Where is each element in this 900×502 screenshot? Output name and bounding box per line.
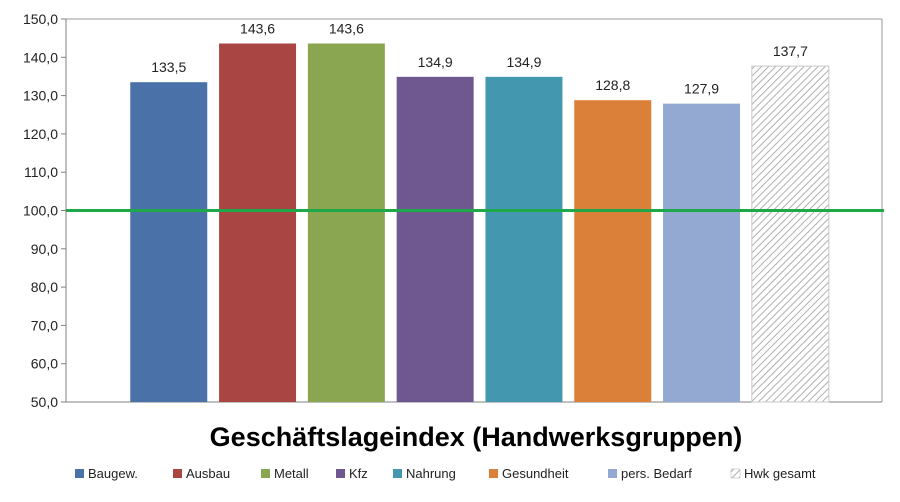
- y-tick-label: 100,0: [23, 203, 58, 219]
- y-tick-label: 150,0: [23, 11, 58, 27]
- bar-baugew: [130, 82, 208, 402]
- data-label: 127,9: [684, 81, 719, 97]
- bar-metall: [307, 43, 385, 403]
- y-tick-label: 110,0: [24, 164, 58, 180]
- y-tick-label: 130,0: [23, 88, 58, 104]
- data-label: 134,9: [418, 54, 453, 70]
- legend-label: Kfz: [349, 466, 368, 481]
- y-tick-label: 120,0: [23, 126, 58, 142]
- legend-swatch: [730, 468, 741, 479]
- data-label: 134,9: [506, 54, 541, 70]
- chart-axes: 50,0 60,0 70,0 80,0 90,0 100,0 110,0 120,0 130,0…: [23, 11, 883, 410]
- bar-ausbau: [219, 43, 297, 403]
- y-tick-label: 70,0: [31, 317, 58, 333]
- legend-label: Baugew.: [88, 466, 138, 481]
- legend-label: pers. Bedarf: [621, 466, 692, 481]
- chart-legend: Baugew. Ausbau Metall Kfz Nahrung Gesundheit p…: [75, 466, 816, 481]
- data-label: 143,6: [329, 21, 364, 37]
- legend-label: Gesundheit: [502, 466, 569, 481]
- legend-swatch: [336, 469, 345, 478]
- legend-swatch: [261, 469, 270, 478]
- bar-pers-bedarf: [663, 103, 741, 402]
- legend-label: Nahrung: [406, 466, 456, 481]
- data-label: 133,5: [151, 59, 186, 75]
- bar-hwk-gesamt: [751, 65, 830, 403]
- legend-label: Ausbau: [186, 466, 230, 481]
- bar-kfz: [396, 76, 474, 402]
- data-label: 137,7: [773, 43, 808, 59]
- bar-nahrung: [485, 76, 563, 402]
- legend-swatch: [608, 469, 617, 478]
- y-tick-label: 140,0: [23, 49, 58, 65]
- legend-label: Metall: [274, 466, 309, 481]
- legend-swatch: [489, 469, 498, 478]
- bar-gesundheit: [574, 100, 652, 403]
- chart-bars: [130, 43, 830, 403]
- y-tick-label: 60,0: [31, 356, 58, 372]
- y-tick-label: 50,0: [31, 394, 58, 410]
- data-label: 143,6: [240, 21, 275, 37]
- legend-swatch: [173, 469, 182, 478]
- chart-data-labels: 133,5 143,6 143,6 134,9 134,9 128,8 127,9 137,7: [151, 21, 808, 97]
- chart-title: Geschäftslageindex (Handwerksgruppen): [210, 422, 743, 452]
- legend-swatch: [393, 469, 402, 478]
- data-label: 128,8: [595, 77, 630, 93]
- y-tick-label: 90,0: [31, 241, 58, 257]
- legend-label: Hwk gesamt: [744, 466, 816, 481]
- y-tick-label: 80,0: [31, 279, 58, 295]
- legend-swatch: [75, 469, 84, 478]
